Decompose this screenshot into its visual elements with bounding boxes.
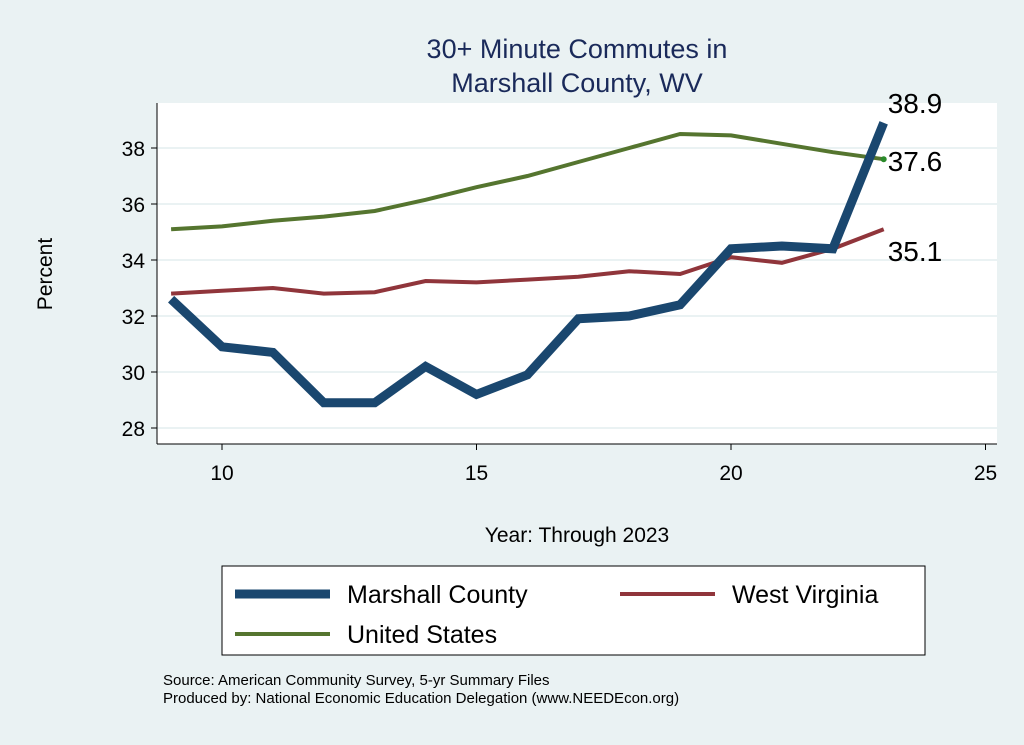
x-axis-label: Year: Through 2023	[485, 524, 670, 547]
end-label: 38.9	[888, 88, 943, 119]
end-marker	[880, 156, 887, 163]
end-label: 37.6	[888, 146, 943, 177]
x-tick-label: 10	[210, 462, 233, 485]
y-tick-label: 38	[122, 138, 145, 161]
source-note: Source: American Community Survey, 5-yr …	[163, 672, 550, 689]
producer-note: Produced by: National Economic Education…	[163, 690, 680, 707]
x-tick-label: 15	[465, 462, 488, 485]
y-tick-label: 34	[122, 250, 146, 273]
x-tick-label: 25	[974, 462, 997, 485]
y-tick-label: 32	[122, 306, 145, 329]
chart-subtitle: Marshall County, WV	[451, 68, 703, 98]
series-line-united-states	[170, 131, 884, 232]
legend-label: United States	[347, 621, 497, 649]
series-line-west-virginia	[170, 227, 885, 296]
plot-area	[157, 103, 997, 444]
chart-title: 30+ Minute Commutes in	[427, 34, 728, 64]
legend-label: Marshall County	[347, 581, 528, 609]
y-axis-label: Percent	[34, 238, 57, 311]
x-tick-label: 20	[719, 462, 742, 485]
y-tick-label: 30	[122, 362, 145, 385]
y-tick-label: 28	[122, 418, 145, 441]
legend	[221, 565, 926, 656]
y-tick-label: 36	[122, 194, 145, 217]
end-label: 35.1	[888, 236, 943, 267]
legend-label: West Virginia	[732, 581, 878, 609]
series-line-marshall-county	[168, 121, 888, 408]
